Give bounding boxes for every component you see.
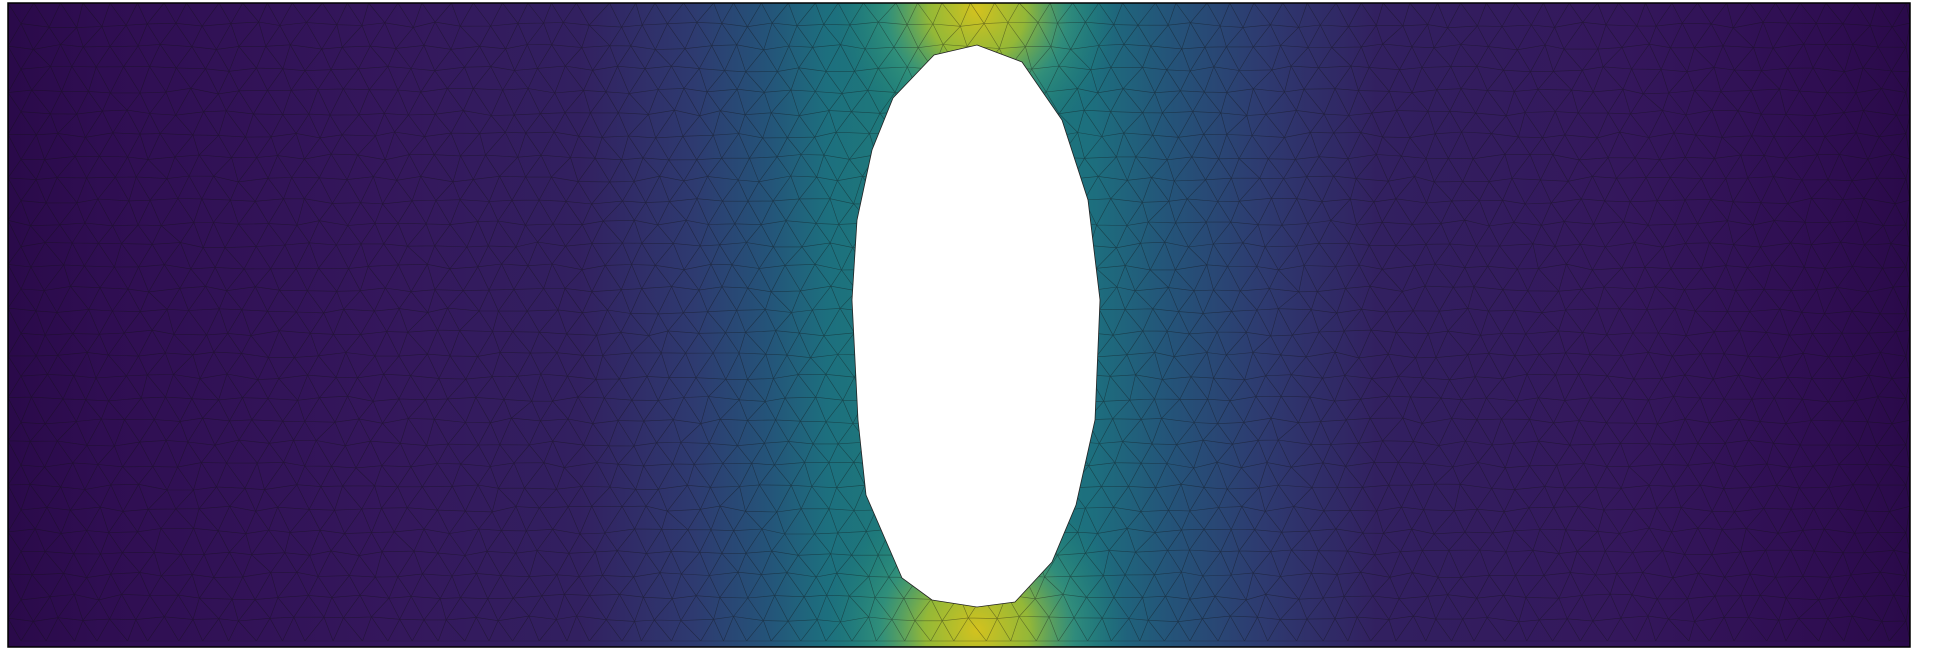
domain-border (7, 2, 1911, 648)
elliptical-hole (851, 44, 1101, 608)
